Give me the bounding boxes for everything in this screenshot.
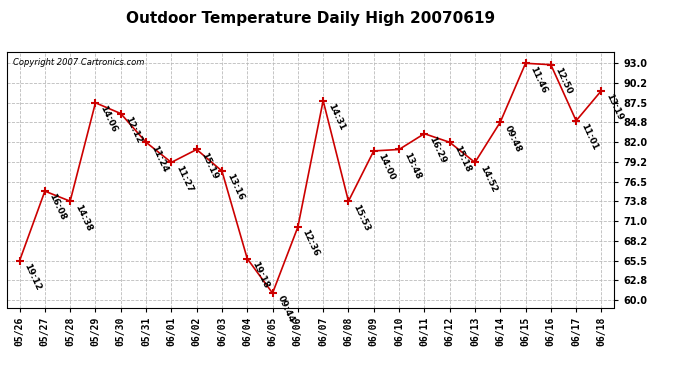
- Text: 09:48: 09:48: [503, 124, 523, 153]
- Text: 15:18: 15:18: [453, 144, 473, 173]
- Text: 16:08: 16:08: [48, 192, 68, 222]
- Text: 14:06: 14:06: [98, 104, 119, 134]
- Text: 15:19: 15:19: [199, 151, 219, 181]
- Text: Outdoor Temperature Daily High 20070619: Outdoor Temperature Daily High 20070619: [126, 11, 495, 26]
- Text: 19:12: 19:12: [22, 262, 43, 292]
- Text: 12:12: 12:12: [124, 115, 144, 145]
- Text: 19:18: 19:18: [250, 260, 270, 290]
- Text: 13:48: 13:48: [402, 151, 422, 181]
- Text: 09:44: 09:44: [275, 294, 296, 324]
- Text: 14:38: 14:38: [73, 202, 93, 232]
- Text: 16:29: 16:29: [427, 135, 447, 165]
- Text: 11:27: 11:27: [174, 164, 195, 194]
- Text: 11:24: 11:24: [149, 144, 169, 174]
- Text: 12:36: 12:36: [301, 228, 321, 258]
- Text: 14:31: 14:31: [326, 102, 346, 132]
- Text: 15:53: 15:53: [351, 202, 371, 232]
- Text: 12:50: 12:50: [553, 66, 574, 96]
- Text: 14:52: 14:52: [477, 164, 498, 194]
- Text: Copyright 2007 Cartronics.com: Copyright 2007 Cartronics.com: [13, 58, 144, 67]
- Text: 11:01: 11:01: [579, 122, 599, 152]
- Text: 13:16: 13:16: [225, 172, 245, 202]
- Text: 14:00: 14:00: [377, 152, 397, 182]
- Text: 11:46: 11:46: [529, 64, 549, 94]
- Text: 13:19: 13:19: [604, 92, 624, 122]
